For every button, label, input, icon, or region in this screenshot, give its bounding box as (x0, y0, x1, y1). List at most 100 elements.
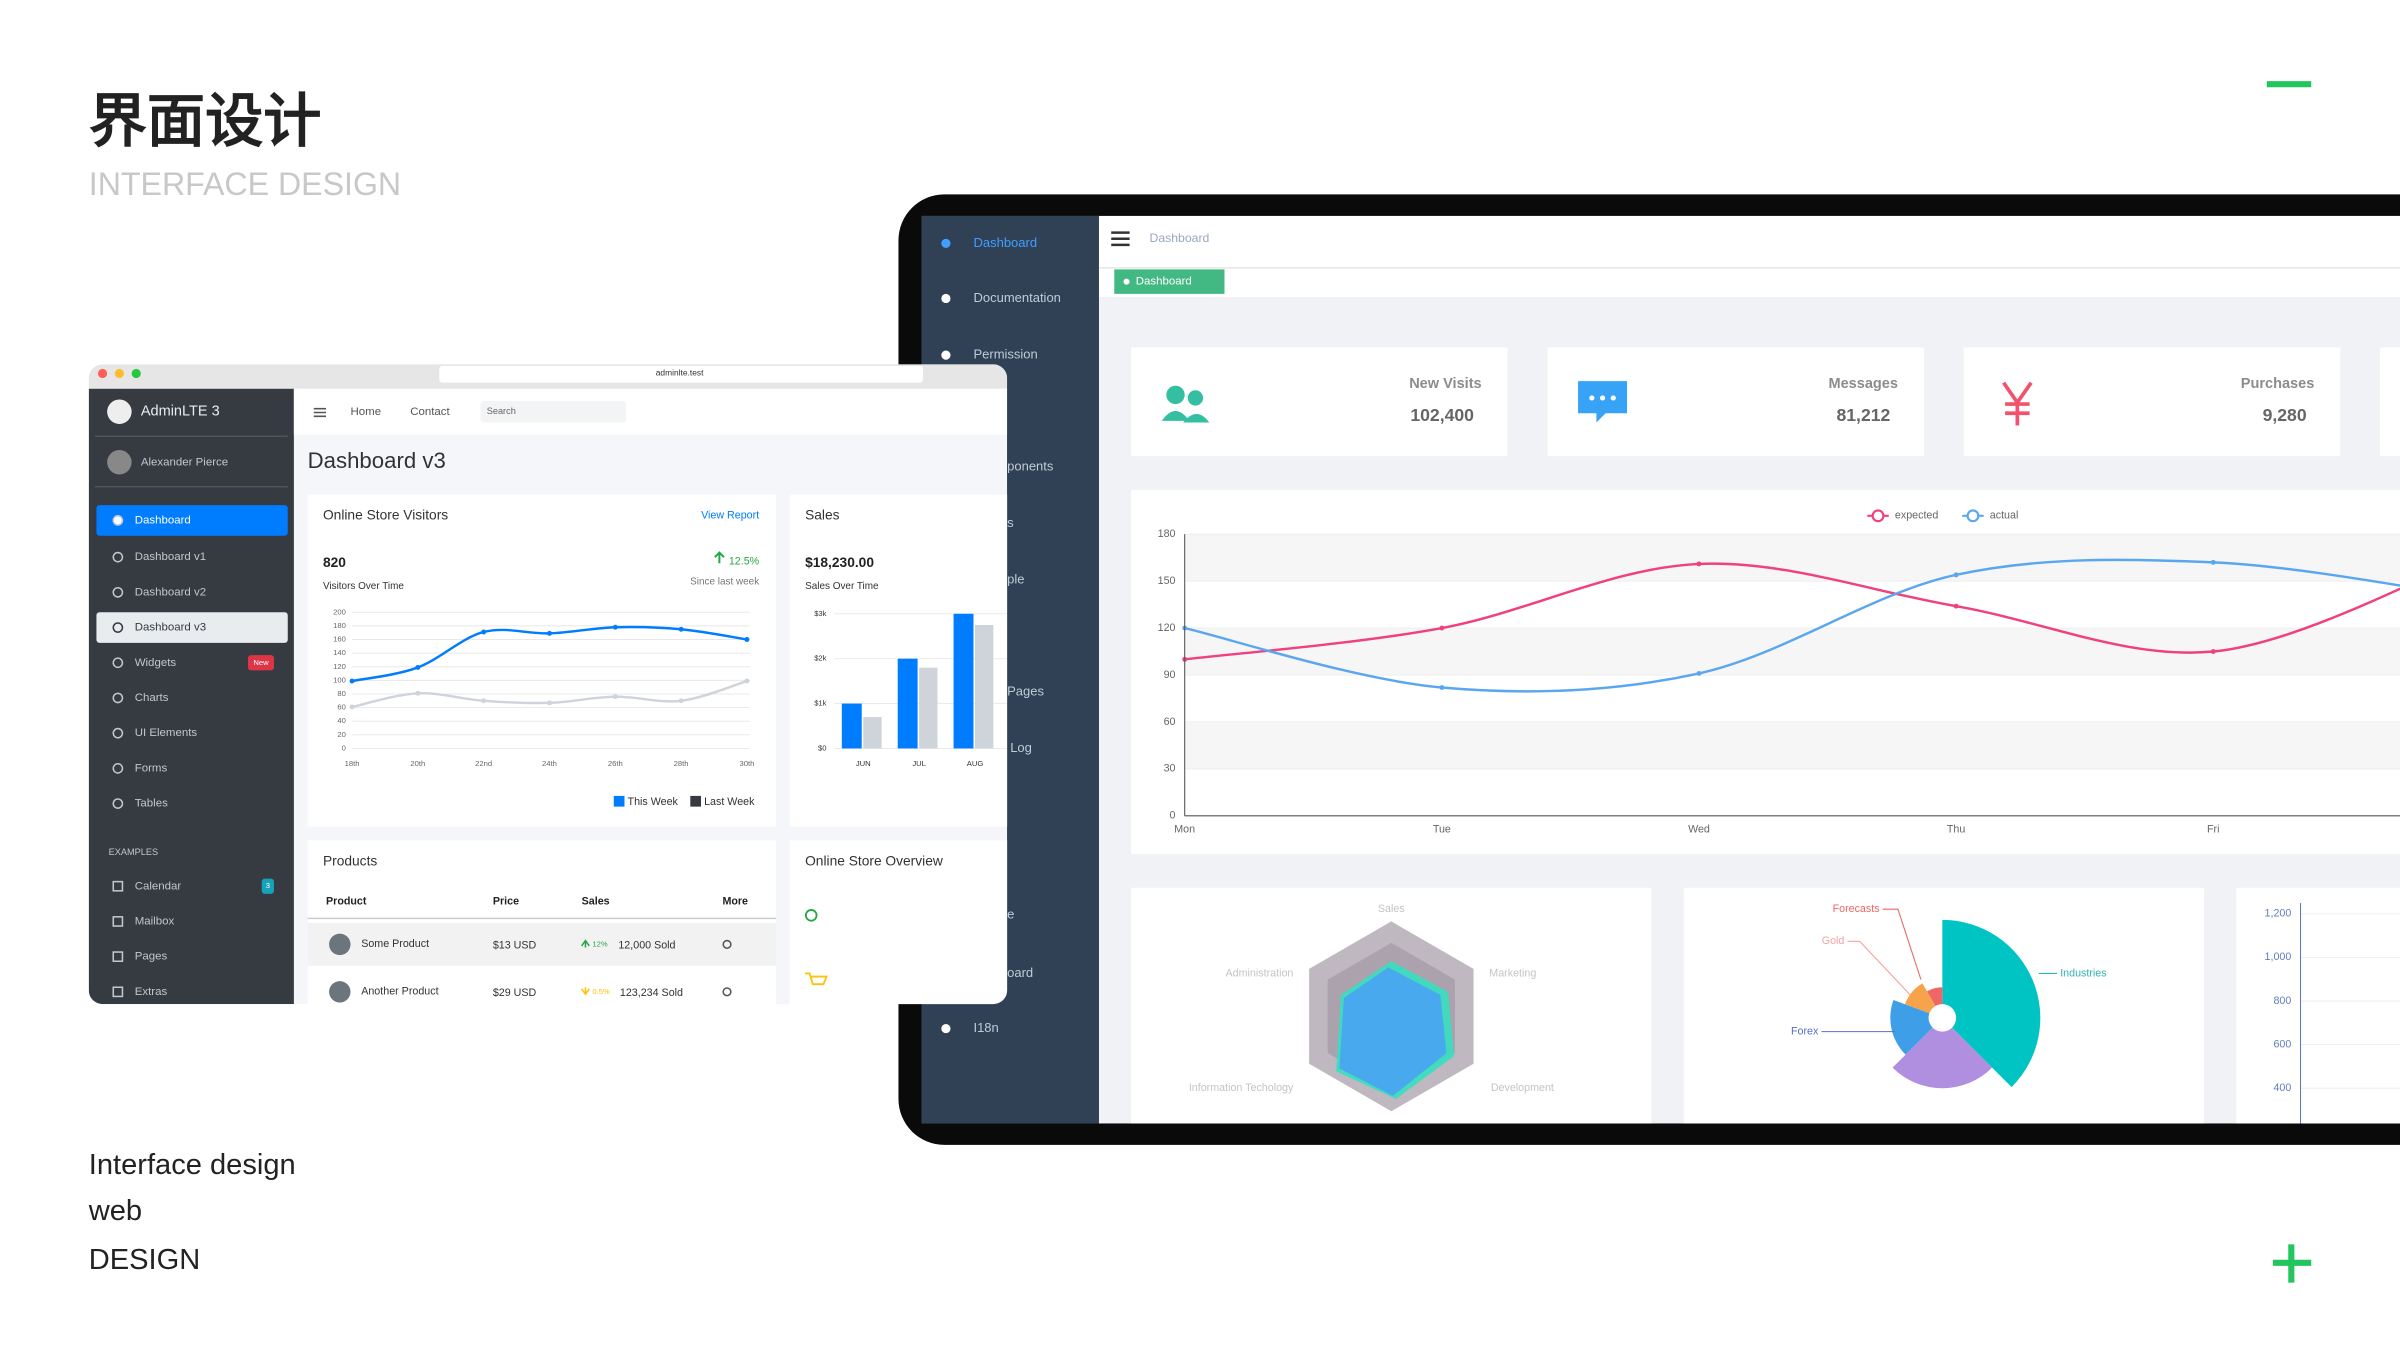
nav-selected[interactable] (96, 612, 288, 643)
stat-label: Purchases (2241, 376, 2315, 392)
stat-value: 9,280 (2263, 405, 2307, 425)
caption: Visitors Over Time (323, 581, 404, 592)
nav-item[interactable]: Documentation (973, 290, 1060, 305)
point (678, 626, 684, 632)
rose-label: Industries (2060, 967, 2106, 979)
brand-logo (107, 399, 132, 424)
nav-item[interactable]: Forms (135, 762, 168, 774)
point (547, 700, 552, 706)
tag-label[interactable]: Dashboard (1136, 276, 1192, 288)
nav-item[interactable]: ponents (1007, 458, 1054, 473)
point (415, 690, 421, 696)
y-tick-label: $1k (814, 699, 826, 708)
point (612, 694, 618, 700)
card-title: Online Store Overview (805, 853, 943, 868)
cell-change: 0.5% (592, 987, 610, 996)
nav-item[interactable]: Dashboard v1 (135, 551, 206, 563)
stat-value: 102,400 (1410, 405, 1474, 425)
legend-swatch (1871, 509, 1885, 523)
badge-label: 3 (266, 881, 270, 890)
nav-item[interactable]: Pages (1007, 683, 1044, 698)
nav-item[interactable]: Widgets (135, 657, 177, 669)
nav-item[interactable]: Tables (135, 798, 168, 810)
url: adminlte.test (656, 368, 704, 378)
nav-item[interactable]: Mailbox (135, 915, 175, 927)
cart-icon (805, 972, 828, 986)
url-bar[interactable] (439, 365, 923, 383)
nav-item[interactable]: Dashboard (973, 235, 1037, 250)
topbar (1098, 215, 2400, 297)
nav-icon (112, 622, 124, 633)
nav-header: EXAMPLES (109, 847, 158, 857)
footer-line: DESIGN (89, 1244, 201, 1276)
card (307, 494, 777, 827)
x-tick-label: 24th (542, 759, 557, 768)
left-mockup: adminlte.test AdminLTE 3 Alexander Pierce D… (88, 364, 1008, 1005)
x-tick-label: 26th (608, 759, 623, 768)
y-tick-label: $0 (818, 743, 827, 752)
nav-item[interactable]: UI Elements (135, 727, 198, 739)
cell: 123,234 Sold (620, 987, 683, 999)
nav-item[interactable]: Dashboard v3 (135, 622, 206, 634)
nav-item[interactable]: oard (1007, 965, 1033, 980)
search-placeholder[interactable]: Search (487, 406, 516, 416)
cell: Another Product (361, 986, 438, 998)
stat-card (1131, 347, 1508, 457)
tag[interactable] (1114, 269, 1225, 294)
legend-swatch (613, 795, 625, 807)
link[interactable]: View Report (701, 510, 759, 522)
y-tick-label: $2k (814, 654, 826, 663)
bar (919, 667, 938, 749)
card-title: Products (323, 853, 377, 868)
x-tick-label: 18th (345, 759, 360, 768)
nav-link[interactable]: Home (351, 406, 382, 418)
column-header: Price (493, 895, 519, 907)
nav-active[interactable] (96, 505, 288, 536)
x-tick-label: JUN (856, 759, 871, 768)
window-button[interactable] (114, 368, 124, 379)
radar-area (1339, 967, 1447, 1096)
search-icon[interactable] (722, 939, 732, 949)
point (349, 704, 355, 710)
icon (1161, 410, 1210, 423)
point (678, 698, 684, 704)
icon (2002, 381, 2033, 426)
legend-swatch (690, 795, 702, 807)
y-tick-label: 160 (333, 635, 346, 644)
y-tick-label: 60 (337, 703, 346, 712)
cell: Some Product (361, 938, 429, 950)
legend-label: expected (1895, 510, 1938, 522)
nav-icon (112, 951, 124, 962)
nav-item[interactable]: Calendar (135, 880, 182, 892)
metric: $18,230.00 (805, 555, 874, 570)
nav-item[interactable]: Log (1010, 740, 1032, 755)
nav-item[interactable]: Charts (135, 692, 169, 704)
nav-item[interactable]: Permission (973, 347, 1037, 362)
nav-item[interactable]: e (1007, 907, 1014, 922)
point (415, 664, 421, 670)
nav-item[interactable]: ple (1007, 572, 1024, 587)
bar (953, 613, 974, 749)
search-box[interactable] (480, 401, 627, 423)
nav-item[interactable]: Extras (135, 986, 168, 998)
nav-item[interactable]: Pages (135, 951, 168, 963)
nav-icon (112, 586, 124, 598)
nav-item[interactable]: s (1007, 515, 1014, 530)
y-tick-label: $3k (814, 609, 826, 618)
nav-item[interactable]: Dashboard (135, 514, 191, 526)
y-tick-label: 120 (333, 662, 346, 671)
grid-band (1184, 721, 2400, 769)
nav-link[interactable]: Contact (410, 406, 450, 418)
cell: $29 USD (493, 987, 537, 999)
nav-item[interactable]: Dashboard v2 (135, 586, 206, 598)
point (744, 678, 750, 684)
product-image (329, 933, 351, 956)
plus-icon (2272, 1244, 2312, 1283)
window-button[interactable] (131, 368, 141, 379)
nav-item[interactable]: I18n (973, 1020, 998, 1035)
icon (1599, 395, 1606, 401)
window-button[interactable] (97, 368, 108, 379)
search-icon[interactable] (722, 987, 732, 997)
nav-icon (112, 916, 124, 927)
